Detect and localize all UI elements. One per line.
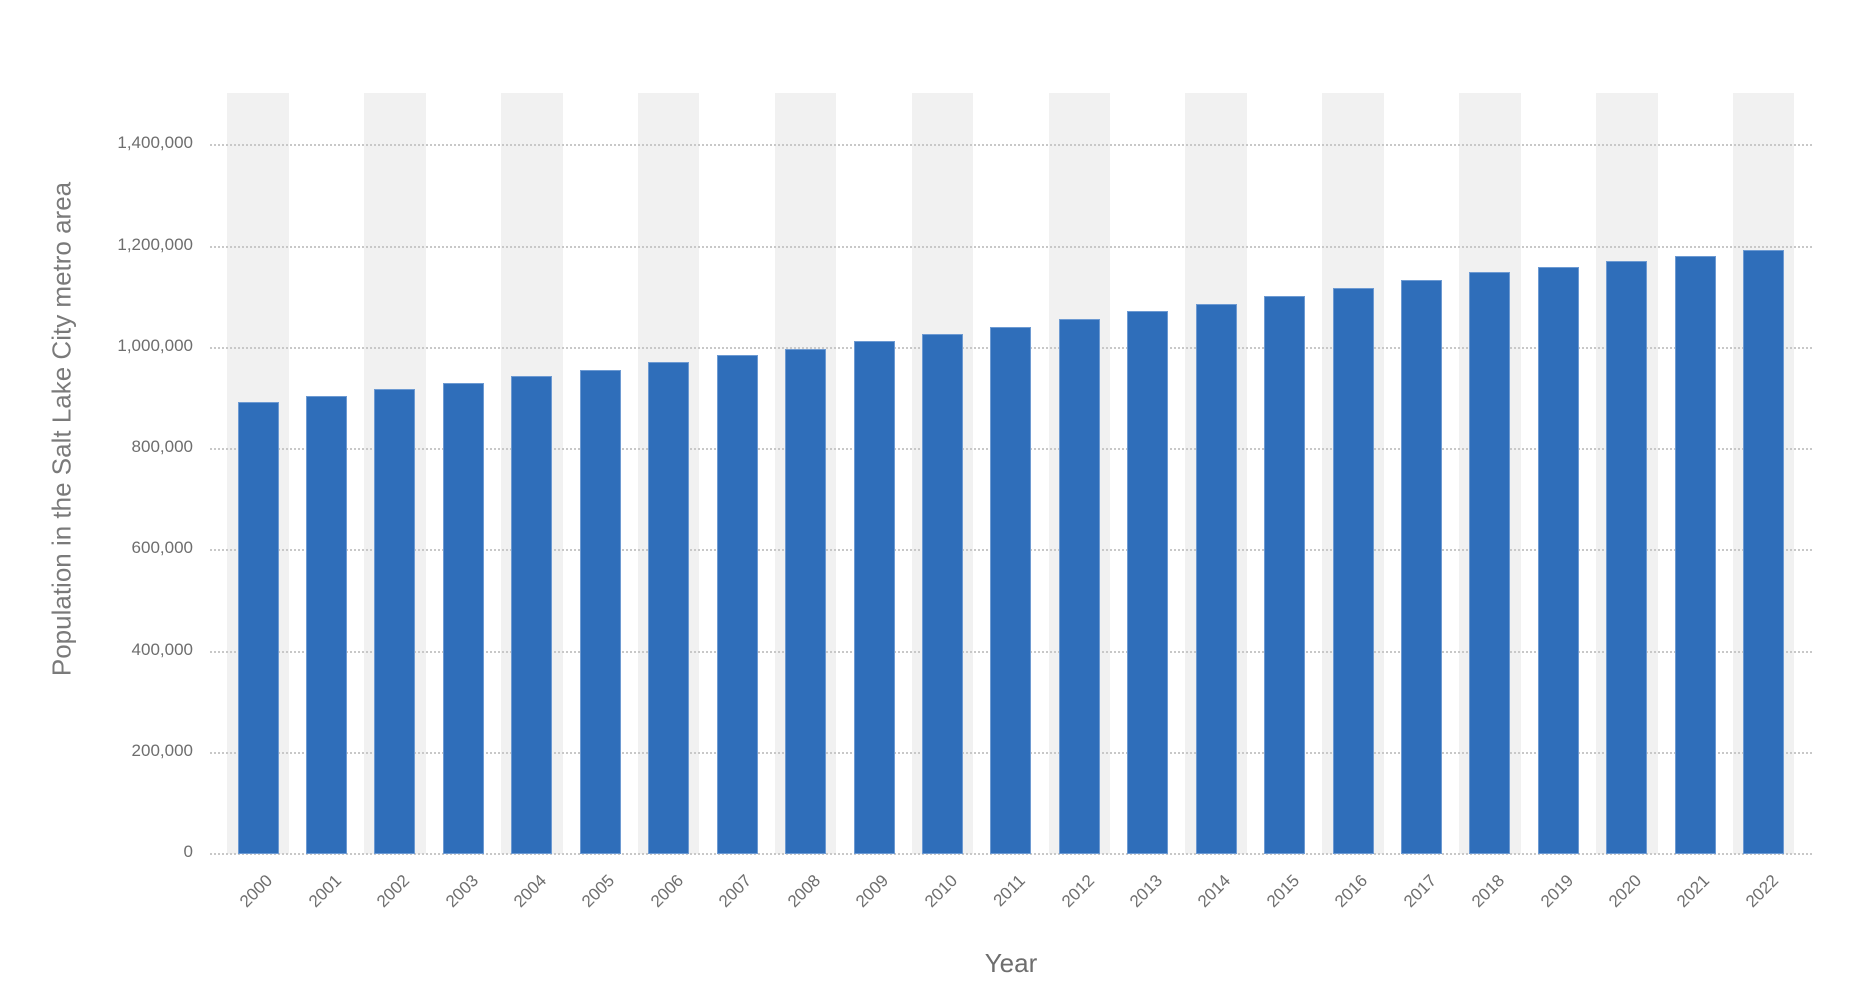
- x-tick-label: 2016: [1331, 870, 1372, 912]
- bar-2011[interactable]: [990, 326, 1032, 855]
- y-tick-label: 800,000: [131, 437, 193, 457]
- bar-2005[interactable]: [579, 369, 621, 855]
- gridline: [210, 144, 1812, 147]
- x-tick-label: 2007: [715, 870, 756, 912]
- bar-2015[interactable]: [1264, 296, 1306, 855]
- bar-2004[interactable]: [511, 376, 553, 855]
- x-tick-label: 2022: [1741, 870, 1783, 912]
- x-tick-label: 2002: [373, 870, 414, 912]
- bar-2021[interactable]: [1674, 255, 1716, 855]
- gridline: [210, 853, 1812, 856]
- bar-2003[interactable]: [442, 382, 484, 855]
- bar-2008[interactable]: [785, 348, 827, 855]
- x-tick-label: 2019: [1536, 870, 1577, 912]
- x-tick-label: 2020: [1605, 870, 1646, 912]
- bar-2016[interactable]: [1332, 288, 1374, 855]
- x-axis-title: Year: [984, 948, 1038, 978]
- bar-2001[interactable]: [305, 395, 347, 855]
- bar-2017[interactable]: [1401, 280, 1443, 855]
- y-tick-label: 200,000: [131, 741, 193, 760]
- bar-2000[interactable]: [237, 402, 279, 855]
- y-tick-label: 400,000: [131, 639, 193, 659]
- bar-2020[interactable]: [1606, 261, 1648, 855]
- x-tick-label: 2021: [1673, 870, 1714, 912]
- bar-2014[interactable]: [1195, 304, 1237, 855]
- bar-2007[interactable]: [716, 355, 758, 855]
- bar-2019[interactable]: [1537, 266, 1579, 855]
- bar-2022[interactable]: [1743, 249, 1785, 855]
- y-tick-label: 1,000,000: [117, 335, 193, 355]
- x-tick-label: 2011: [989, 870, 1030, 911]
- x-tick-label: 2005: [578, 870, 619, 912]
- bar-2009[interactable]: [853, 341, 895, 855]
- x-tick-label: 2010: [920, 870, 961, 912]
- x-tick-label: 2009: [852, 870, 893, 912]
- x-tick-label: 2008: [783, 870, 824, 912]
- bar-2006[interactable]: [648, 362, 690, 855]
- y-tick-label: 1,400,000: [117, 133, 193, 153]
- x-tick-label: 2001: [304, 870, 345, 912]
- bar-2013[interactable]: [1127, 311, 1169, 855]
- y-tick-label: 600,000: [131, 538, 193, 558]
- x-tick-label: 2003: [441, 870, 482, 912]
- x-tick-label: 2013: [1125, 870, 1167, 912]
- y-axis-title: Population in the Salt Lake City metro a…: [46, 181, 77, 677]
- bar-2002[interactable]: [374, 389, 416, 855]
- bar-2010[interactable]: [921, 334, 963, 855]
- x-tick-label: 2018: [1468, 870, 1509, 912]
- x-tick-label: 2004: [509, 870, 551, 912]
- bar-2012[interactable]: [1058, 319, 1100, 855]
- x-tick-label: 2017: [1399, 870, 1440, 912]
- x-tick-label: 2012: [1057, 870, 1098, 912]
- bar-2018[interactable]: [1469, 272, 1511, 855]
- y-tick-label: 1,200,000: [117, 234, 193, 254]
- x-tick-label: 2015: [1262, 870, 1304, 912]
- x-tick-label: 2014: [1194, 870, 1235, 912]
- gridline: [210, 245, 1812, 248]
- y-tick-label: 0: [183, 842, 193, 862]
- x-tick-label: 2000: [236, 870, 277, 912]
- x-tick-label: 2006: [646, 870, 688, 912]
